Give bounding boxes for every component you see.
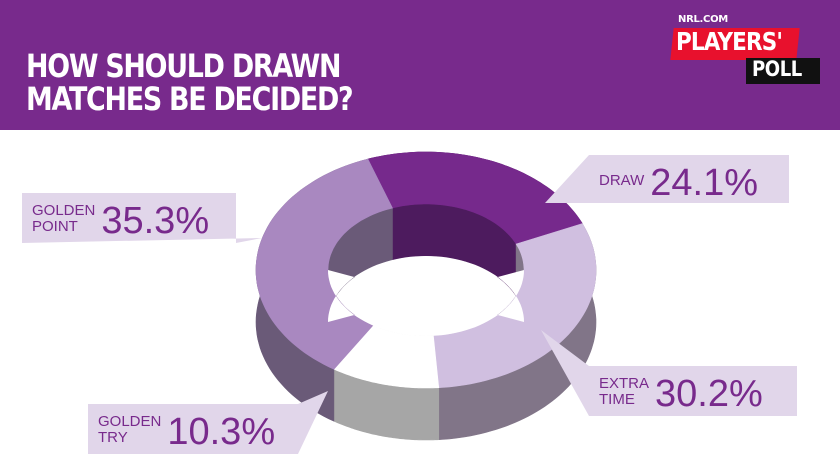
title-line-1: HOW SHOULD DRAWN [26,47,342,85]
callout-value-3: 35.3% [101,200,209,242]
callout-0: DRAW 24.1% [545,155,789,204]
header-banner: HOW SHOULD DRAWN MATCHES BE DECIDED? NRL… [0,0,840,130]
callout-box-1 [541,330,797,416]
callout-label-line2-1: TIME [599,391,635,408]
callout-box-3 [22,193,262,243]
callout-value-1: 30.2% [655,373,763,415]
callout-label-1: EXTRA [599,375,649,392]
page-title: HOW SHOULD DRAWN MATCHES BE DECIDED? [26,47,354,118]
callout-value-2: 10.3% [167,411,275,453]
callout-box-0 [545,155,789,203]
logo-sub-text: POLL [752,57,802,81]
callout-box-2 [88,391,328,454]
callout-label-3: GOLDEN [32,202,95,219]
donut-hole [328,256,524,336]
logo-black-band [746,58,820,84]
callout-label-line2-2: TRY [98,429,128,446]
logo-site-text: NRL.COM [678,14,728,25]
callout-label-2: GOLDEN [98,413,161,430]
callout-label-line2-3: POINT [32,218,78,235]
players-poll-logo: NRL.COM PLAYERS' POLL [668,10,828,90]
slice-top-3 [255,158,393,370]
logo-main-text: PLAYERS' [676,27,783,56]
callout-value-0: 24.1% [650,162,758,204]
title-line-2: MATCHES BE DECIDED? [26,80,354,118]
donut-tops [255,151,597,389]
callout-label-0: DRAW [599,172,645,189]
